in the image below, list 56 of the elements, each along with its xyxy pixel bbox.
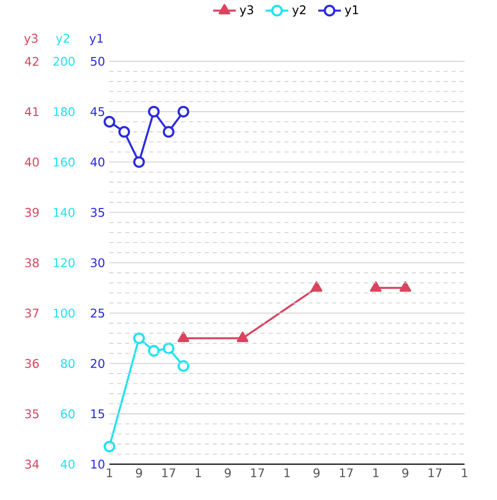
- x-tick-label: 17: [428, 468, 442, 478]
- y2-tick-label: 100: [54, 308, 74, 318]
- x-tick-label: 1: [106, 468, 112, 478]
- y3-tick-label: 39: [25, 208, 38, 217]
- y3-tick-label: 36: [25, 358, 39, 368]
- y3-axis-title: y3: [24, 34, 38, 46]
- legend-label: y2: [292, 5, 306, 17]
- x-tick-label: 9: [224, 468, 231, 478]
- y-tick-label: 20: [90, 358, 104, 368]
- y-tick-label: 15: [91, 409, 104, 418]
- x-tick-label: 9: [313, 468, 320, 478]
- point: [118, 126, 130, 138]
- y2-tick-label: 140: [54, 208, 74, 217]
- point: [148, 345, 160, 357]
- y2-tick-label: 200: [53, 56, 74, 66]
- point: [103, 116, 116, 128]
- y2-axis-title: y2: [56, 34, 69, 46]
- y3-tick-label: 35: [25, 409, 38, 418]
- y3-tick-label: 37: [25, 308, 38, 318]
- x-tick-label: 9: [136, 468, 142, 478]
- y-tick-label: 35: [90, 208, 104, 217]
- x-tick-label: 1: [284, 468, 290, 478]
- y-tick-label: 50: [90, 56, 104, 66]
- y-tick-label: 10: [91, 460, 104, 469]
- y-tick-label: 45: [90, 107, 104, 116]
- y-tick-label: 25: [90, 308, 104, 318]
- y3-tick-label: 41: [24, 107, 38, 116]
- y3-tick-label: 34: [25, 460, 39, 469]
- point: [162, 342, 174, 354]
- y2-tick-label: 160: [54, 158, 74, 167]
- y-axis-title: y1: [89, 34, 103, 46]
- y-tick-label: 40: [90, 158, 104, 167]
- x-tick-label: 1: [196, 468, 201, 478]
- y2-tick-label: 60: [60, 409, 74, 418]
- y3-tick-label: 38: [25, 258, 39, 268]
- point: [162, 126, 174, 138]
- y3-tick-label: 40: [24, 158, 39, 167]
- legend-label: y3: [240, 5, 253, 17]
- x-tick-label: 17: [250, 468, 264, 478]
- point: [177, 106, 190, 118]
- y2-tick-label: 40: [60, 460, 74, 469]
- point: [177, 360, 190, 372]
- point: [132, 156, 145, 168]
- x-tick-label: 17: [162, 468, 175, 478]
- point: [148, 106, 160, 118]
- y-tick-label: 30: [90, 258, 104, 268]
- x-tick-label: 17: [340, 468, 353, 478]
- legend-label: y1: [344, 5, 358, 17]
- y2-tick-label: 180: [54, 107, 74, 116]
- y2-tick-label: 80: [60, 358, 74, 368]
- point: [132, 332, 145, 344]
- x-tick-label: 1: [373, 468, 378, 478]
- y3-tick-label: 42: [24, 56, 38, 66]
- y2-tick-label: 120: [54, 258, 74, 268]
- x-tick-label: 1: [462, 468, 468, 478]
- x-tick-label: 9: [402, 468, 408, 478]
